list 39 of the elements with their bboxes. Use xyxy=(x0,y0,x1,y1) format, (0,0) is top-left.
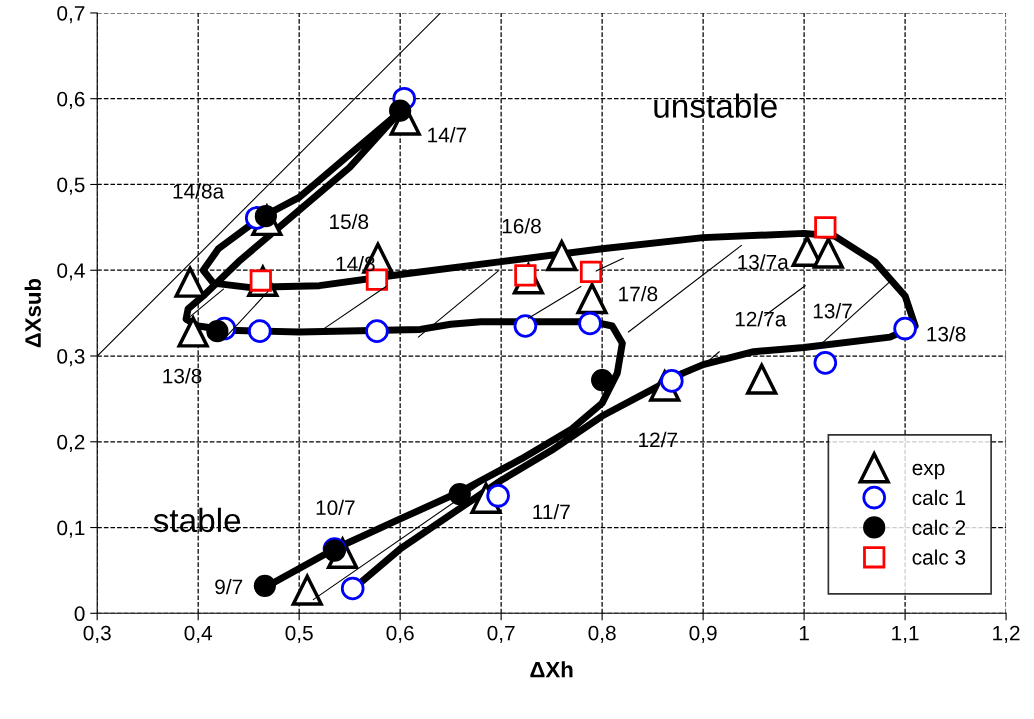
y-tick-label: 0,2 xyxy=(57,434,85,452)
y-tick-label: 0,7 xyxy=(57,5,85,24)
annotation: 15/8 xyxy=(330,213,369,230)
x-tick-label: 1,1 xyxy=(892,625,919,643)
annotation: 17/8 xyxy=(619,286,658,302)
annotation: 12/7a xyxy=(735,311,787,327)
x-tick-label: 0,6 xyxy=(386,625,414,643)
y-axis-title: ΔXsub xyxy=(24,278,41,348)
legend-label: calc 1 xyxy=(912,489,966,506)
annotation: 16/8 xyxy=(502,218,541,234)
annotation: 13/8 xyxy=(927,326,966,342)
legend-label: exp xyxy=(912,463,945,480)
x-tick-label: 0,3 xyxy=(83,625,111,643)
x-tick-label: 0,7 xyxy=(487,625,515,643)
legend-label: calc 2 xyxy=(912,519,966,535)
legend-label: calc 3 xyxy=(912,549,966,565)
y-tick-label: 0,5 xyxy=(57,177,85,195)
y-tick-label: 0,1 xyxy=(57,520,85,538)
annotation: stable xyxy=(153,507,241,533)
x-tick-label: 0,9 xyxy=(689,625,717,643)
annotation: 13/8 xyxy=(163,368,202,384)
x-axis-title: ΔXh xyxy=(530,661,573,678)
y-tick-label: 0 xyxy=(74,606,85,622)
y-tick-label: 0,6 xyxy=(57,91,85,109)
x-tick-label: 0,5 xyxy=(285,625,313,643)
y-tick-label: 0,3 xyxy=(57,349,85,367)
annotation: 14/8a xyxy=(173,183,225,199)
x-tick-label: 0,8 xyxy=(588,625,616,643)
annotation: 10/7 xyxy=(316,499,355,516)
annotation: 14/7 xyxy=(428,127,467,143)
x-tick-label: 0,4 xyxy=(184,625,213,643)
annotation: 11/7 xyxy=(533,503,570,520)
y-tick-label: 0,4 xyxy=(57,263,85,281)
x-tick-label: 1 xyxy=(799,625,809,641)
x-tick-label: 1,2 xyxy=(993,625,1020,643)
annotation: 13/7 xyxy=(813,303,852,319)
annotation: 9/7 xyxy=(215,578,243,595)
annotation: 13/7a xyxy=(738,254,789,270)
annotation: unstable xyxy=(654,93,777,118)
